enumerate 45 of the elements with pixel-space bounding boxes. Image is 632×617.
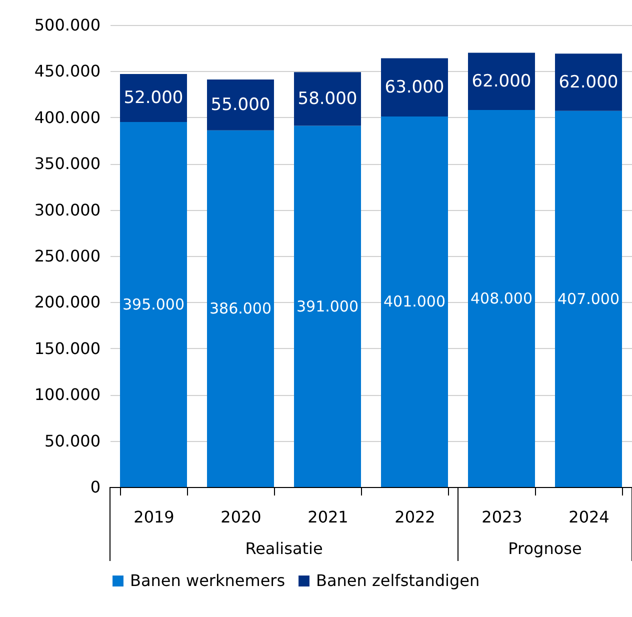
y-tick-label: 450.000 bbox=[34, 62, 100, 81]
y-tick-label: 250.000 bbox=[34, 246, 100, 266]
x-tick-label: 2023 bbox=[482, 508, 522, 526]
bar bbox=[207, 130, 274, 487]
data-label: 386.000 bbox=[209, 300, 272, 318]
x-tick-label: 2019 bbox=[134, 508, 174, 526]
bar bbox=[381, 116, 448, 487]
y-tick-label: 400.000 bbox=[34, 108, 100, 127]
bar bbox=[468, 110, 535, 487]
y-tick-label: 50.000 bbox=[44, 431, 100, 450]
y-tick-label: 150.000 bbox=[34, 338, 100, 358]
data-label: 395.000 bbox=[122, 296, 185, 314]
y-tick-label: 350.000 bbox=[34, 154, 100, 174]
text: Prognose bbox=[508, 539, 582, 558]
data-label: 58.000 bbox=[298, 88, 358, 109]
y-tick-label: 0 bbox=[90, 478, 100, 496]
bar bbox=[120, 122, 187, 487]
data-label: 62.000 bbox=[472, 71, 532, 92]
bar bbox=[207, 80, 274, 130]
data-label: 391.000 bbox=[296, 297, 359, 316]
data-label: 63.000 bbox=[384, 77, 444, 98]
y-tick-label: 500.000 bbox=[34, 16, 100, 34]
data-label: 55.000 bbox=[210, 94, 270, 115]
bar bbox=[381, 58, 448, 116]
legend-label: Banen werknemers bbox=[130, 571, 286, 590]
bar bbox=[468, 52, 535, 110]
data-label: 62.000 bbox=[558, 72, 618, 92]
y-tick-label: 100.000 bbox=[34, 385, 100, 404]
y-tick-label: 200.000 bbox=[34, 292, 100, 312]
bar bbox=[120, 74, 187, 122]
bar bbox=[555, 54, 622, 111]
y-tick-label: 300.000 bbox=[34, 200, 100, 220]
x-tick-label: 2024 bbox=[568, 508, 610, 526]
data-label: 401.000 bbox=[383, 292, 446, 311]
x-tick-label: 2020 bbox=[220, 508, 262, 526]
bar bbox=[555, 110, 622, 487]
bar bbox=[294, 126, 361, 487]
legend-label: Banen zelfstandigen bbox=[316, 571, 480, 590]
data-label: 407.000 bbox=[557, 290, 620, 308]
x-tick-label: 2021 bbox=[308, 508, 348, 526]
x-tick-label: 2022 bbox=[394, 508, 436, 526]
data-label: 52.000 bbox=[124, 88, 184, 108]
text: Realisatie bbox=[245, 539, 323, 558]
bar bbox=[294, 72, 361, 126]
data-label: 408.000 bbox=[470, 290, 533, 308]
